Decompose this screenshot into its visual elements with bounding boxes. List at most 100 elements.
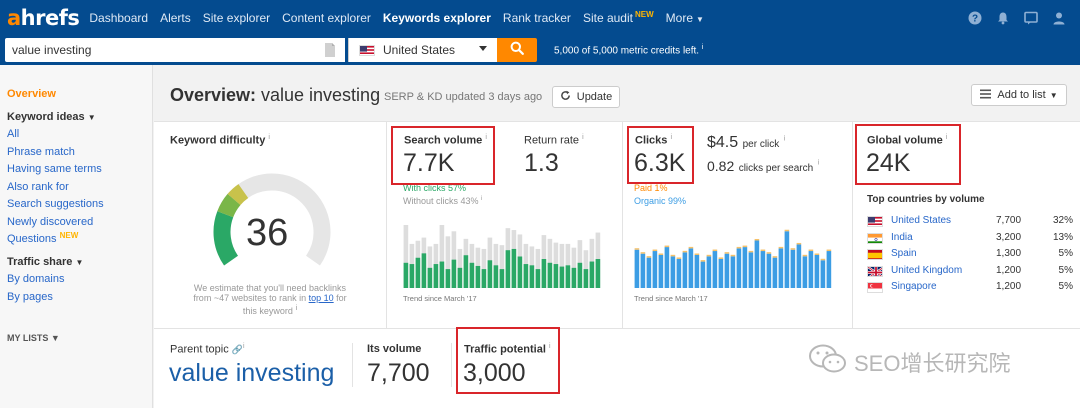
country-name[interactable]: Spain [891,248,917,259]
info-icon[interactable]: i [817,159,820,167]
country-name[interactable]: United Kingdom [891,264,963,276]
trend-bar-paid [718,257,724,259]
add-to-list-button[interactable]: Add to list ▼ [971,84,1067,106]
info-icon[interactable]: i [582,134,584,141]
gauge-fill-segment [213,211,239,266]
search-button[interactable] [497,38,537,62]
bell-icon[interactable] [996,11,1010,25]
country-share: 5% [1058,281,1073,292]
its-volume-value: 7,700 [367,359,430,387]
list-icon [980,89,992,102]
trend-bar-with-clicks [493,265,499,288]
info-icon[interactable]: i [701,44,704,51]
info-icon[interactable]: i [945,134,948,141]
nav-more[interactable]: More ▼ [665,11,704,25]
parent-topic-value[interactable]: value investing [169,359,335,387]
updated-status: SERP & KD updated 3 days ago [384,91,543,103]
sidebar-section-traffic-share[interactable]: Traffic share ▼ [7,255,84,268]
sidebar-item-having-same-terms[interactable]: Having same terms [7,163,102,175]
trend-bar-with-clicks [421,253,427,288]
chat-icon[interactable] [1024,11,1038,25]
keyword-difficulty-value: 36 [246,212,289,254]
nav-site-explorer[interactable]: Site explorer [202,11,271,25]
traffic-potential-label: Traffic potential i [464,343,551,356]
country-select[interactable]: United States [348,38,497,62]
info-icon[interactable]: i [485,134,487,141]
trend-bar-paid [724,252,730,254]
sidebar-item-questions[interactable]: Questions NEW [7,231,79,245]
trend-bar-organic [652,251,658,288]
difficulty-gauge [213,173,331,266]
info-icon[interactable]: i [481,196,483,202]
sidebar-item-newly-discovered[interactable]: Newly discovered [7,215,94,228]
search-volume-label: Search volume i [404,134,487,147]
trend-bar-with-clicks [433,264,439,288]
country-name[interactable]: United States [891,215,952,226]
document-icon[interactable] [324,42,340,58]
trend-bar-organic [784,231,790,288]
trend-bar-with-clicks [577,262,583,288]
trend-bar-paid [814,253,820,255]
trend-bar-organic [742,247,748,288]
nav-keywords-explorer[interactable]: Keywords explorer [382,11,491,25]
sidebar-item-all[interactable]: All [7,128,20,140]
sidebar-item-phrase-match[interactable]: Phrase match [7,145,75,158]
trend-bar-organic [802,256,808,288]
nav-alerts[interactable]: Alerts [160,11,191,25]
trend-bar-organic [730,256,736,288]
update-button[interactable]: Update [552,86,620,108]
sidebar-item-by-domains[interactable]: By domains [7,273,65,285]
keyword-difficulty-label: Keyword difficulty i [170,134,270,147]
country-share: 32% [1052,215,1073,226]
ahrefs-logo[interactable]: ahrefs [7,6,80,30]
trend-bar-paid [694,253,700,255]
info-icon[interactable]: i [783,135,786,143]
trend-bar-organic [796,244,802,288]
info-icon[interactable]: i [670,134,673,141]
top-countries-title: Top countries by volume [867,194,985,205]
top-10-link[interactable]: top 10 [308,293,334,303]
trend-bar-paid [772,256,778,258]
nav-rank-tracker[interactable]: Rank tracker [502,11,571,25]
info-icon[interactable]: i [548,343,551,350]
trend-bar-paid [766,252,772,254]
trend-bar-organic [778,248,784,288]
link-icon[interactable]: 🔗 [231,344,243,355]
sidebar-item-by-pages[interactable]: By pages [7,290,53,303]
trend-bar-paid [712,249,718,252]
trend-bar-paid [706,254,712,257]
sidebar-item-overview[interactable]: Overview [7,88,56,100]
sidebar: Overview Keyword ideas ▼ All Phrase matc… [0,65,153,408]
country-name[interactable]: Singapore [891,281,937,292]
keyword-search-input[interactable] [5,38,345,62]
nav-site-audit[interactable]: Site audit NEW [582,10,654,25]
trend-bar-total [427,246,433,288]
nav-content-explorer[interactable]: Content explorer [282,11,371,25]
trend-bar-organic [718,258,724,288]
search-volume-trend-chart [403,225,601,288]
global-volume-card: Global volume i 24K Top countries by vol… [852,122,1080,329]
trend-bar-with-clicks [559,266,565,288]
return-rate-value: 1.3 [524,149,559,177]
sidebar-item-also-rank-for[interactable]: Also rank for [7,180,69,193]
info-icon[interactable]: i [242,343,245,350]
help-icon[interactable]: ? [968,11,982,25]
sidebar-item-search-suggestions[interactable]: Search suggestions [7,198,104,210]
info-icon[interactable]: i [268,134,270,141]
svg-text:?: ? [972,14,978,25]
keyword-difficulty-note: We estimate that you'll need backlinks f… [193,283,347,316]
country-volume: 1,300 [996,248,1022,259]
nav-dashboard[interactable]: Dashboard [89,11,149,25]
trend-bar-with-clicks [427,267,433,288]
sidebar-section-keyword-ideas[interactable]: Keyword ideas ▼ [7,110,96,123]
sidebar-my-lists[interactable]: MY LISTS ▼ [7,333,60,343]
account-icon[interactable] [1052,11,1066,25]
trend-bar-paid [670,254,676,257]
trend-bar-paid [646,256,652,258]
info-icon[interactable]: i [295,303,298,312]
country-name[interactable]: India [891,231,913,243]
caret-down-icon: ▼ [50,333,60,343]
sg-flag-icon [867,282,883,293]
trend-bar-paid [790,248,796,250]
country-volume: 1,200 [996,281,1022,292]
